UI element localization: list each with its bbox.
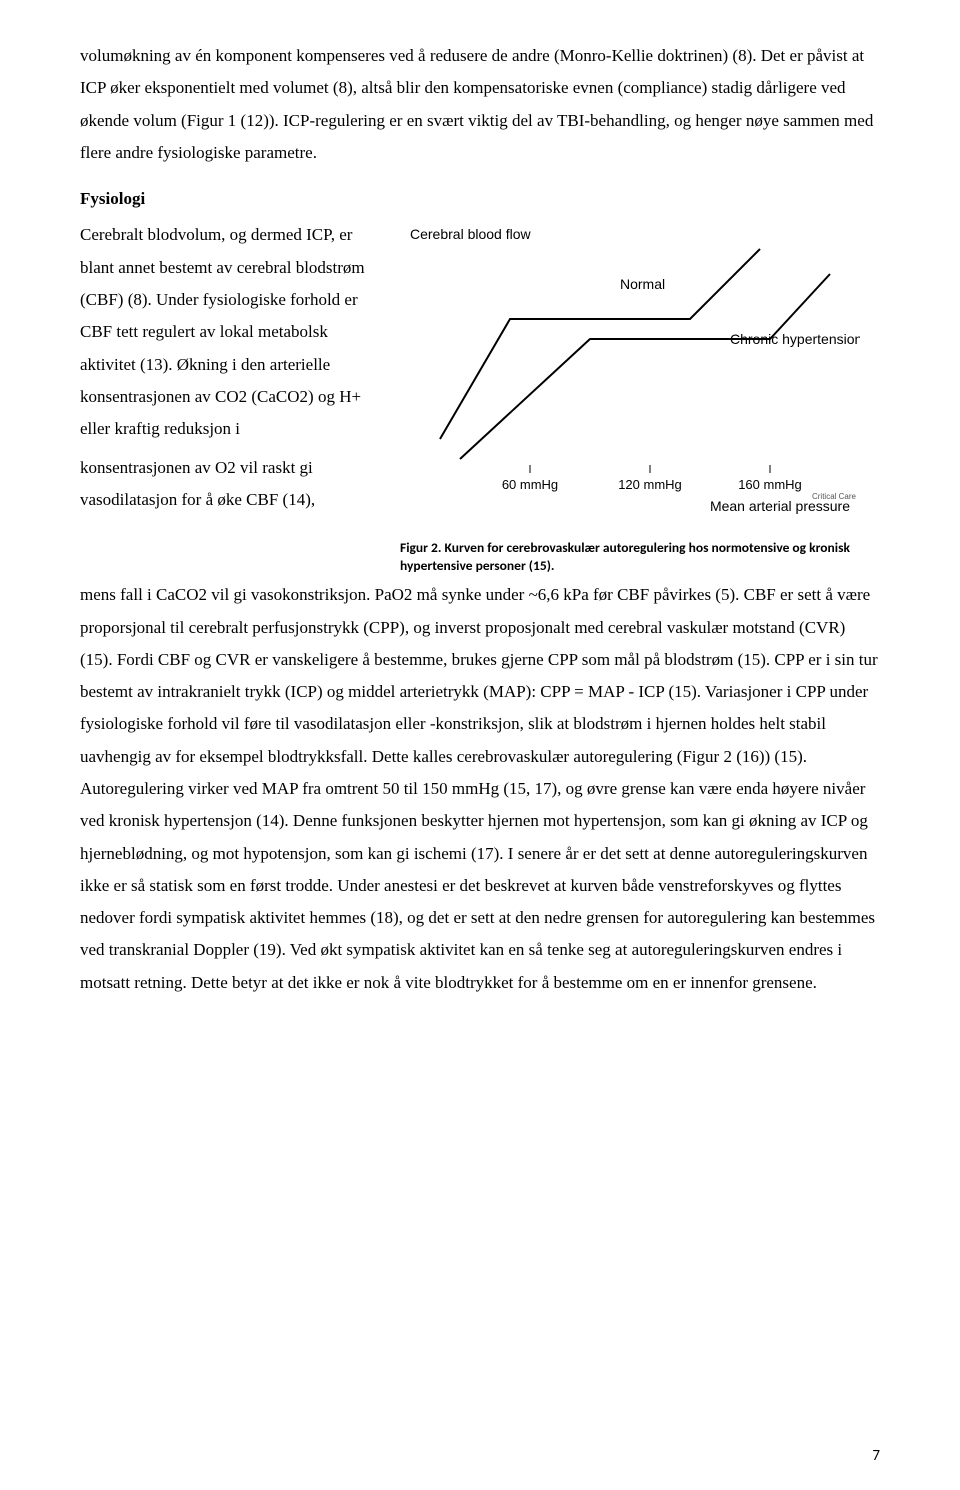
- chart-series-chronic-hypertension: [460, 274, 830, 459]
- chart-x-tick-label: 160 mmHg: [738, 477, 802, 492]
- chart-y-label: Cerebral blood flow: [410, 226, 532, 242]
- figure-column: Cerebral blood flow 60 mmHg 120 mmHg 160 mm…: [400, 219, 880, 575]
- autoregulation-chart: Cerebral blood flow 60 mmHg 120 mmHg 160 mm…: [400, 219, 880, 530]
- chart-series-label: Normal: [620, 276, 665, 292]
- figure-caption-text: Figur 2. Kurven for cerebrovaskulær auto…: [400, 539, 850, 574]
- paragraph-left-1: Cerebralt blodvolum, og dermed ICP, er b…: [80, 219, 380, 445]
- paragraph-intro: volumøkning av én komponent kompenseres …: [80, 40, 880, 169]
- chart-x-tick-label: 120 mmHg: [618, 477, 682, 492]
- paragraph-left-2: konsentrasjonen av O2 vil raskt gi vasod…: [80, 452, 380, 517]
- figure-caption: Figur 2. Kurven for cerebrovaskulær auto…: [400, 539, 880, 575]
- page: volumøkning av én komponent kompenseres …: [0, 0, 960, 1490]
- chart-x-tick-label: 60 mmHg: [502, 477, 558, 492]
- chart-series-normal: [440, 249, 760, 439]
- paragraph-main: mens fall i CaCO2 vil gi vasokonstriksjo…: [80, 579, 880, 999]
- left-text-column: Cerebralt blodvolum, og dermed ICP, er b…: [80, 219, 380, 516]
- chart-attribution: Critical Care: [812, 492, 857, 501]
- section-title-fysiologi: Fysiologi: [80, 183, 880, 215]
- chart-series-label: Chronic hypertension: [730, 331, 860, 347]
- two-column-row: Cerebralt blodvolum, og dermed ICP, er b…: [80, 219, 880, 575]
- page-number: 7: [872, 1442, 880, 1471]
